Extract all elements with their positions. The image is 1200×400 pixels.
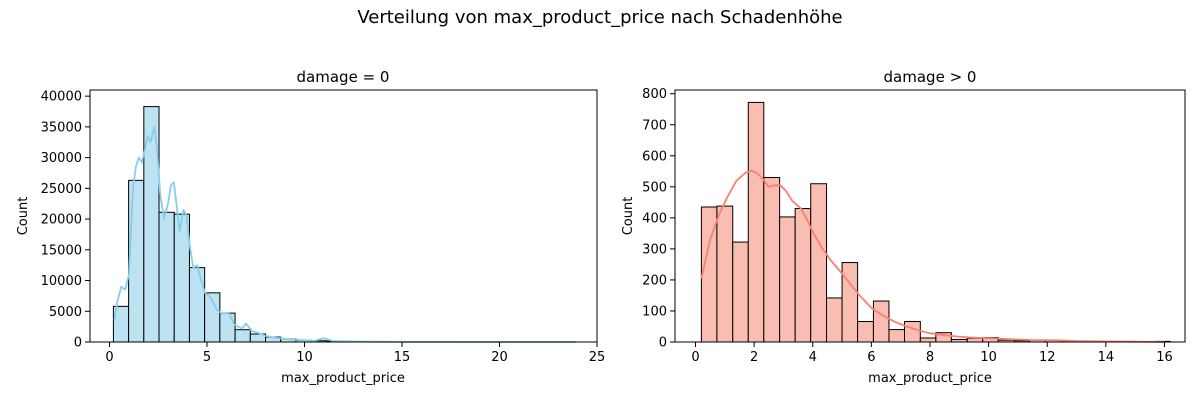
histogram-panel-damage-positive: damage > 0 max_product_price Count 0 2 4 6 8… [621,68,1186,386]
x-tick-label: 14 [1098,350,1115,365]
x-tick-label: 2 [750,350,758,365]
plot-area-frame [89,89,598,343]
y-tick-label: 400 [642,211,667,226]
y-tick-label: 0 [74,336,82,351]
x-tick-label: 4 [809,350,817,365]
figure-title: Verteilung von max_product_price nach Sc… [357,7,842,28]
y-tick-label: 600 [642,149,667,164]
x-tick-label: 0 [691,350,699,365]
histogram-bar [919,337,937,343]
y-tick-label: 25000 [41,182,82,197]
x-tick-label: 16 [1156,350,1173,365]
histogram-panel-damage-zero: damage = 0 max_product_price Count 0 5 10 1… [16,68,605,386]
y-tick-label: 35000 [41,120,82,135]
y-axis-label: Count [16,197,31,236]
y-tick-label: 500 [642,180,667,195]
histogram-bar [219,312,236,343]
x-axis-label: max_product_price [868,371,992,386]
histogram-bar [747,101,765,343]
y-tick-label: 0 [659,336,667,351]
histogram-bar [128,179,145,343]
y-tick-label: 10000 [41,274,82,289]
x-tick-label: 25 [589,350,606,365]
x-tick-label: 15 [394,350,411,365]
histogram-bar [234,329,251,343]
histogram-bar [158,211,175,343]
histogram-bar [888,329,905,343]
y-axis-label: Count [621,197,636,236]
histogram-bar [732,241,749,343]
y-tick-label: 800 [642,87,667,102]
histogram-bar [872,300,890,343]
histogram-bar [826,297,843,343]
histogram-bar [966,337,984,343]
x-tick-label: 5 [203,350,211,365]
y-tick-label: 100 [642,304,667,319]
panel-title: damage = 0 [297,68,390,86]
y-tick-label: 200 [642,273,667,288]
histogram-bar [857,321,874,343]
x-tick-label: 10 [296,350,313,365]
histogram-bar [841,262,859,343]
x-tick-label: 6 [867,350,875,365]
y-tick-label: 700 [642,118,667,133]
y-tick-label: 5000 [49,305,82,320]
panel-title: damage > 0 [884,68,977,86]
histogram-bar [779,216,796,343]
histogram-bar [904,321,921,343]
kde-line [700,169,1165,343]
histogram-bar [794,208,812,343]
x-axis-label: max_product_price [281,371,405,386]
histogram-bar [763,177,781,343]
histogram-bar [188,267,206,343]
histogram-bar [716,205,734,343]
kde-line [113,125,576,343]
histogram-bar [173,213,190,343]
x-tick-label: 20 [491,350,508,365]
y-tick-label: 20000 [41,213,82,228]
histogram-bar [810,183,828,343]
y-tick-label: 30000 [41,151,82,166]
x-tick-label: 10 [980,350,997,365]
y-tick-label: 40000 [41,90,82,105]
x-tick-label: 0 [105,350,113,365]
x-tick-label: 12 [1039,350,1056,365]
x-tick-label: 8 [926,350,934,365]
y-tick-label: 15000 [41,243,82,258]
y-tick-label: 300 [642,242,667,257]
